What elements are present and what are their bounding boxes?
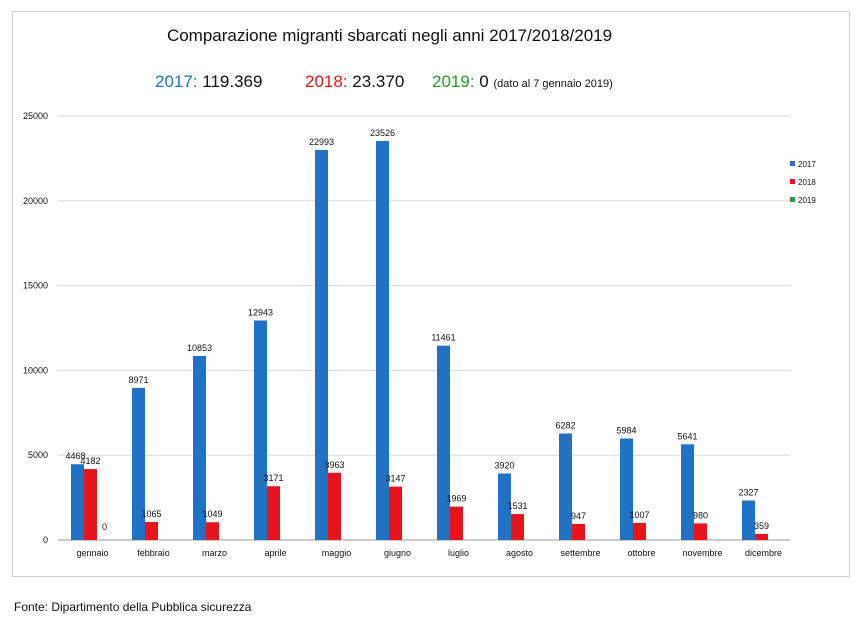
legend: 2017 2018 2019 [790, 160, 816, 205]
y-tick-label: 0 [43, 535, 48, 545]
x-axis-ticks: gennaio febbraio marzo aprile maggio giugno lu… [76, 548, 782, 558]
x-tick-label-gennaio: gennaio [76, 548, 108, 558]
data-label-2017-febbraio: 8971 [128, 375, 148, 385]
data-label-2018-febbraio: 1065 [141, 509, 161, 519]
bar-2017-maggio [315, 150, 328, 540]
data-label-2017-gennaio: 4468 [65, 451, 85, 461]
data-label-2017-maggio: 22993 [309, 137, 334, 147]
chart-frame [12, 11, 850, 577]
bar-2017-dicembre [742, 500, 755, 540]
data-label-2018-gennaio: 4182 [80, 456, 100, 466]
x-tick-label-ottobre: ottobre [627, 548, 655, 558]
total-2019-note: (dato al 7 gennaio 2019) [493, 78, 613, 90]
total-2017: 2017: 119.369 [155, 72, 262, 92]
bar-2017-ottobre [620, 438, 633, 540]
data-label-2017-ottobre: 5984 [616, 426, 636, 436]
bar-2017-settembre [559, 433, 572, 540]
bar-2018-febbraio [145, 521, 158, 540]
y-tick-label: 10000 [23, 365, 48, 375]
x-tick-label-dicembre: dicembre [745, 548, 782, 558]
total-2018-value: 23.370 [352, 72, 405, 91]
data-label-2017-dicembre: 2327 [738, 488, 758, 498]
y-tick-label: 20000 [23, 196, 48, 206]
legend-swatch-2019 [790, 197, 795, 202]
data-label-2018-marzo: 1049 [202, 509, 222, 519]
x-tick-label-luglio: luglio [448, 548, 469, 558]
data-label-2017-novembre: 5641 [677, 431, 697, 441]
legend-label-2019: 2019 [798, 196, 816, 205]
y-tick-label: 15000 [23, 281, 48, 291]
bar-2017-marzo [193, 355, 206, 540]
total-2017-label: 2017: [155, 72, 198, 91]
data-label-2017-aprile: 12943 [248, 307, 273, 317]
data-label-2018-agosto: 1531 [507, 501, 527, 511]
data-label-2018-maggio: 3963 [324, 460, 344, 470]
total-2018: 2018: 23.370 [305, 72, 404, 92]
legend-label-2018: 2018 [798, 178, 816, 187]
data-label-2018-settembre: 947 [571, 511, 586, 521]
x-tick-label-marzo: marzo [202, 548, 227, 558]
legend-swatch-2018 [790, 179, 795, 184]
data-label-2017-settembre: 6282 [555, 420, 575, 430]
x-tick-label-novembre: novembre [682, 548, 722, 558]
bar-2018-settembre [572, 523, 585, 540]
data-label-2018-novembre: 980 [693, 510, 708, 520]
y-tick-label: 5000 [28, 450, 48, 460]
bar-2018-gennaio [84, 469, 97, 540]
bar-2017-gennaio [71, 464, 84, 540]
bar-2018-novembre [694, 523, 707, 540]
bar-2017-luglio [437, 345, 450, 540]
bar-2018-maggio [328, 472, 341, 540]
bar-2018-marzo [206, 522, 219, 540]
bar-2017-aprile [254, 320, 267, 540]
bar-2018-agosto [511, 514, 524, 540]
legend-label-2017: 2017 [798, 160, 816, 169]
x-tick-label-febbraio: febbraio [137, 548, 170, 558]
x-tick-label-aprile: aprile [264, 548, 286, 558]
total-2019: 2019: 0 (dato al 7 gennaio 2019) [432, 72, 613, 92]
data-label-2017-giugno: 23526 [370, 128, 395, 138]
total-2019-label: 2019: [432, 72, 475, 91]
bar-2017-febbraio [132, 387, 145, 540]
data-label-2019-gennaio: 0 [102, 522, 107, 532]
total-2019-value: 0 [479, 72, 489, 91]
data-label-2018-giugno: 3147 [385, 474, 405, 484]
gridlines [58, 115, 790, 541]
bars [71, 140, 768, 541]
bar-2017-giugno [376, 140, 389, 541]
data-label-2018-luglio: 1969 [446, 494, 466, 504]
bar-2018-giugno [389, 486, 402, 540]
bar-2017-agosto [498, 473, 511, 540]
total-2018-label: 2018: [305, 72, 348, 91]
data-label-2017-marzo: 10853 [187, 343, 212, 353]
x-tick-label-giugno: giugno [384, 548, 411, 558]
y-tick-label: 25000 [23, 111, 48, 121]
data-label-2018-aprile: 3171 [263, 473, 283, 483]
data-label-2018-ottobre: 1007 [629, 510, 649, 520]
source-note: Fonte: Dipartimento della Pubblica sicur… [14, 600, 252, 614]
total-2017-value: 119.369 [202, 72, 263, 91]
y-axis-ticks: 0 5000 10000 15000 20000 25000 [23, 111, 48, 545]
x-tick-label-settembre: settembre [560, 548, 600, 558]
bar-2018-luglio [450, 506, 463, 540]
legend-swatch-2017 [790, 161, 795, 166]
data-label-2017-agosto: 3920 [494, 461, 514, 471]
x-tick-label-agosto: agosto [506, 548, 533, 558]
data-label-2017-luglio: 11461 [431, 333, 455, 343]
chart-title: Comparazione migranti sbarcati negli ann… [166, 26, 613, 45]
bar-2017-novembre [681, 444, 694, 540]
bar-2018-aprile [267, 486, 280, 540]
x-tick-label-maggio: maggio [322, 548, 352, 558]
bar-2018-dicembre [755, 533, 768, 540]
data-label-2018-dicembre: 359 [754, 521, 769, 531]
bar-2018-ottobre [633, 522, 646, 540]
